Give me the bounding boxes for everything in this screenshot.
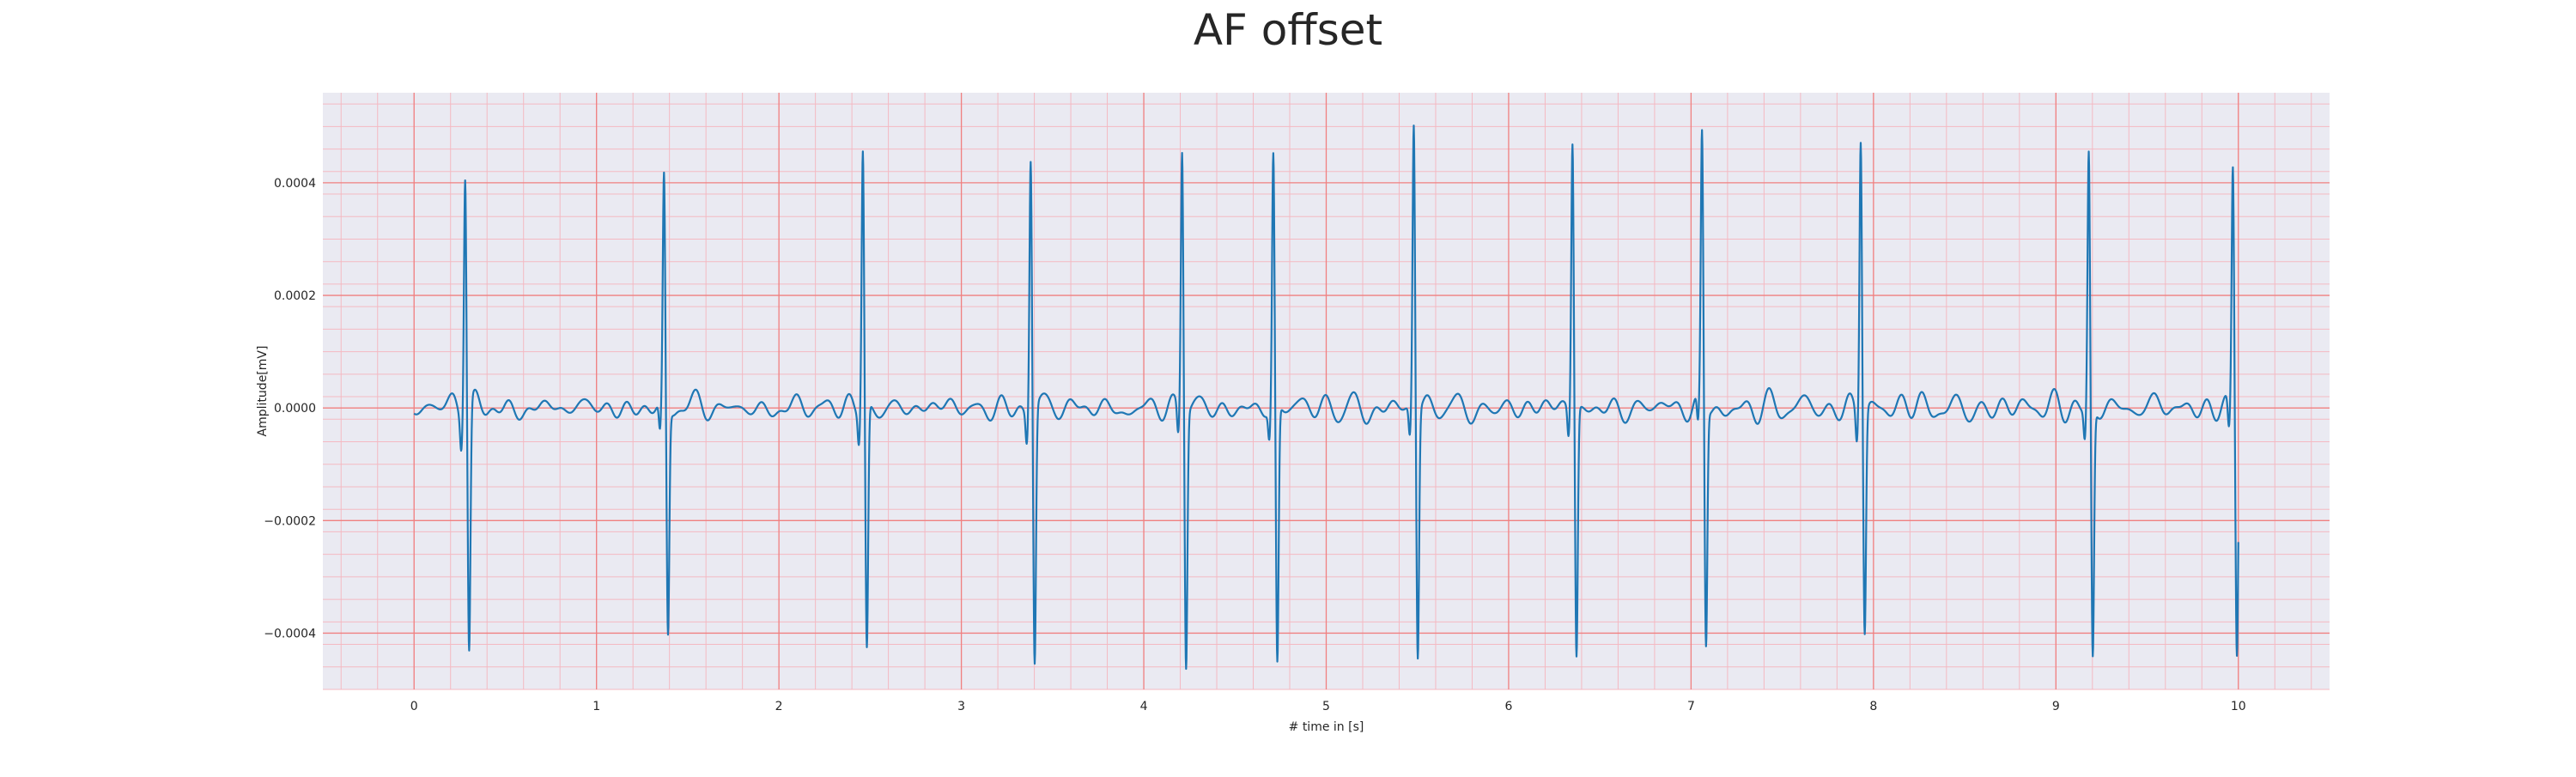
y-tick-label: 0.0004 [274, 177, 316, 191]
x-tick-labels: 0 1 2 3 4 5 6 7 8 9 10 [410, 700, 2246, 713]
x-tick-label: 6 [1504, 700, 1512, 713]
x-tick-label: 7 [1687, 700, 1695, 713]
x-tick-label: 4 [1140, 700, 1148, 713]
x-tick-label: 0 [410, 700, 418, 713]
chart-title: AF offset [1194, 5, 1382, 55]
series-layer [413, 124, 2239, 671]
x-tick-label: 3 [957, 700, 965, 713]
x-tick-label: 10 [2231, 700, 2246, 713]
x-tick-label: 9 [2052, 700, 2060, 713]
x-tick-label: 5 [1322, 700, 1330, 713]
y-tick-label: −0.0004 [264, 627, 316, 640]
x-tick-label: 1 [592, 700, 600, 713]
x-tick-label: 2 [775, 700, 783, 713]
x-tick-label: 8 [1869, 700, 1877, 713]
x-axis-label: # time in [s] [1289, 720, 1364, 734]
y-tick-label: 0.0000 [274, 402, 316, 416]
y-tick-label: −0.0002 [264, 514, 316, 528]
y-tick-labels: −0.0004 −0.0002 0.0000 0.0002 0.0004 [264, 177, 316, 641]
ecg-series-line [413, 124, 2239, 671]
y-tick-label: 0.0002 [274, 289, 316, 303]
y-axis-label: Amplitude[mV] [256, 346, 270, 437]
